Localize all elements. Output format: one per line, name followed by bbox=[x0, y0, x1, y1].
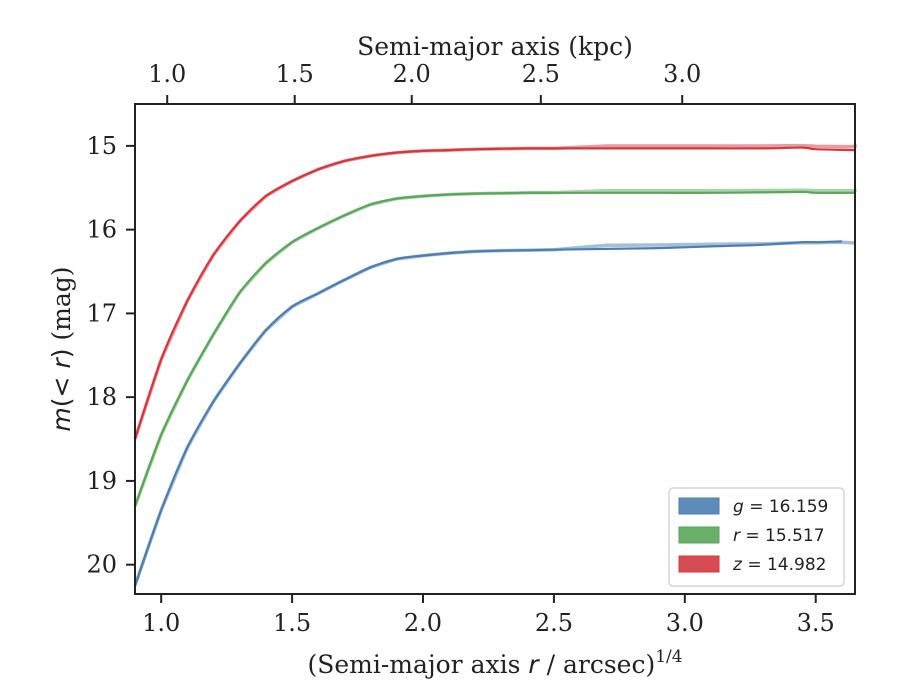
x-axis-label: (Semi-major axis r / arcsec)1/4 bbox=[307, 647, 682, 679]
series-line-z bbox=[133, 146, 856, 440]
y-tick-label: 16 bbox=[86, 216, 117, 244]
top-x-tick-label: 1.0 bbox=[148, 60, 186, 88]
series-layer bbox=[133, 143, 857, 587]
legend-label-g: g = 16.159 bbox=[733, 497, 828, 517]
y-axis-ticks: 15 16 17 18 19 20 bbox=[86, 132, 135, 579]
legend-swatch-g bbox=[678, 497, 720, 515]
y-tick-label: 17 bbox=[86, 299, 117, 327]
x-tick-label: 2.0 bbox=[404, 609, 442, 637]
series-line-g bbox=[133, 240, 842, 586]
top-x-tick-label: 2.5 bbox=[522, 60, 560, 88]
series-line-r bbox=[133, 190, 856, 507]
y-tick-label: 20 bbox=[86, 551, 117, 579]
y-tick-label: 15 bbox=[86, 132, 117, 160]
x-tick-label: 3.0 bbox=[666, 609, 704, 637]
x-tick-label: 3.5 bbox=[797, 609, 835, 637]
x-tick-label: 1.0 bbox=[142, 609, 180, 637]
top-x-tick-label: 2.0 bbox=[393, 60, 431, 88]
y-tick-label: 19 bbox=[86, 467, 117, 495]
legend-label-z: z = 14.982 bbox=[732, 555, 826, 575]
top-x-axis-ticks: 1.0 1.5 2.0 2.5 3.0 bbox=[148, 60, 701, 104]
series-model-z bbox=[133, 143, 857, 440]
legend: g = 16.159 r = 15.517 z = 14.982 bbox=[668, 487, 845, 587]
x-tick-label: 2.5 bbox=[535, 609, 573, 637]
y-axis-label: m(< r) (mag) bbox=[47, 266, 76, 431]
legend-label-r: r = 15.517 bbox=[733, 526, 825, 546]
legend-swatch-z bbox=[678, 555, 720, 573]
legend-swatch-r bbox=[678, 526, 720, 544]
legend-items: g = 16.159 r = 15.517 z = 14.982 bbox=[678, 497, 828, 575]
top-x-tick-label: 3.0 bbox=[663, 60, 701, 88]
x-tick-label: 1.5 bbox=[273, 609, 311, 637]
top-x-tick-label: 1.5 bbox=[276, 60, 314, 88]
series-model-r bbox=[133, 188, 857, 507]
top-x-axis-label: Semi-major axis (kpc) bbox=[357, 32, 633, 61]
plot-frame bbox=[134, 103, 856, 595]
y-tick-label: 18 bbox=[86, 383, 117, 411]
x-axis-ticks: 1.0 1.5 2.0 2.5 3.0 3.5 bbox=[142, 594, 835, 637]
